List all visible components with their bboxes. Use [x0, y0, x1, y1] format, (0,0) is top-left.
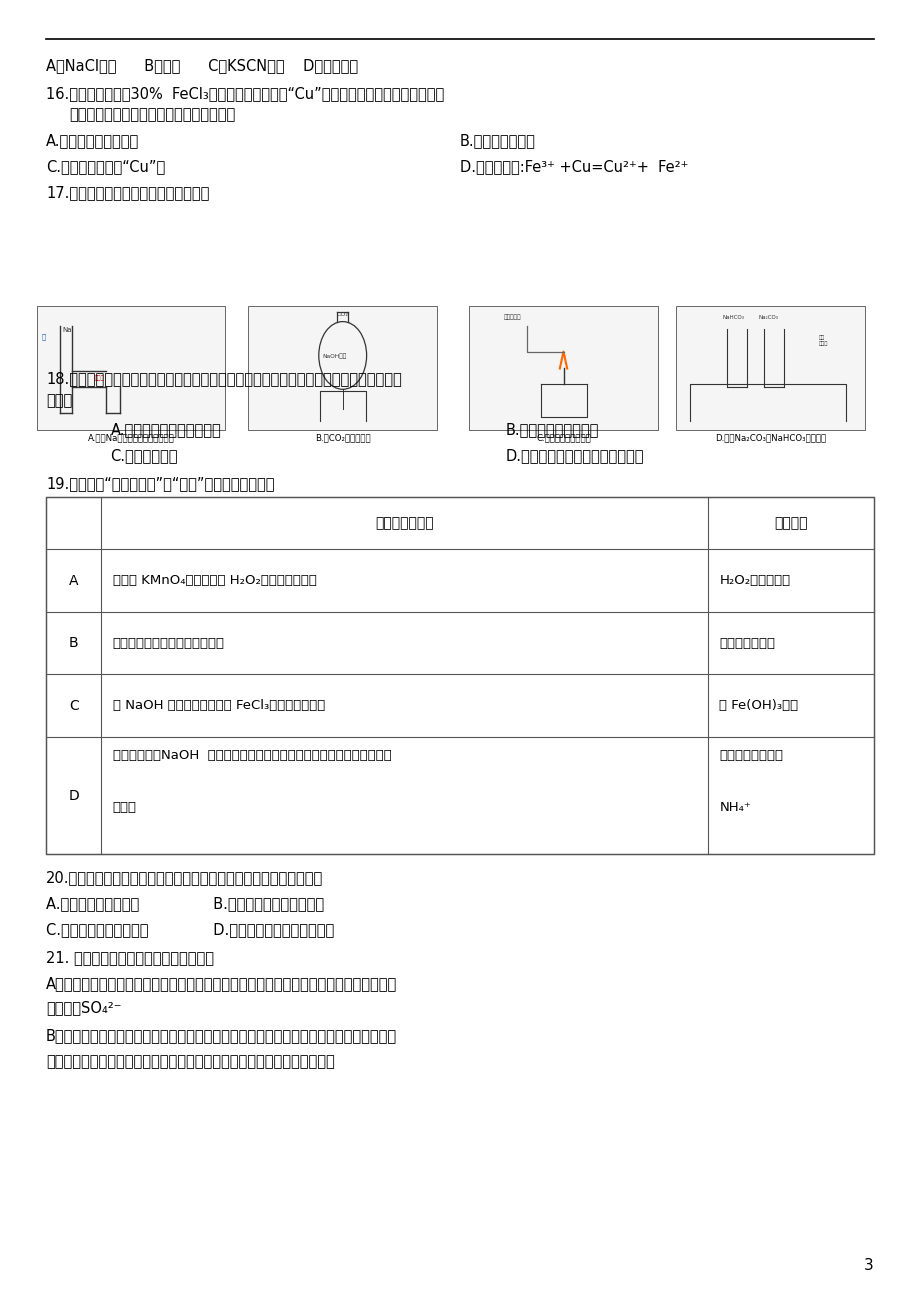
Text: B.盐酸和碳酸氢钔溶液: B.盐酸和碳酸氢钔溶液 — [505, 422, 598, 437]
Text: 18.下列反应中，反应条件、加液顺序、反应物用量或浓度等改变时，反应产物均不发生变: 18.下列反应中，反应条件、加液顺序、反应物用量或浓度等改变时，反应产物均不发生… — [46, 371, 402, 387]
Text: 氯气具有漂白性: 氯气具有漂白性 — [719, 637, 775, 650]
Text: Na: Na — [62, 327, 72, 333]
Bar — [46, 497, 873, 854]
Text: 实验操作及现象: 实验操作及现象 — [375, 517, 434, 530]
Text: H₂O₂具有氧化性: H₂O₂具有氧化性 — [719, 574, 789, 587]
Text: NaOH溶液: NaOH溶液 — [322, 353, 346, 359]
Text: 光洁的铁丝: 光洁的铁丝 — [504, 314, 521, 320]
Text: B: B — [69, 637, 78, 650]
Text: C.氧化铁中混有二氧化硅              D.氯化亚铁溶液中混有氯化铜: C.氧化铁中混有二氧化硅 D.氯化亚铁溶液中混有氯化铜 — [46, 922, 334, 937]
Text: 将 NaOH 浓溶液滴加到饱和 FeCl₃溶液中呢红褐色: 将 NaOH 浓溶液滴加到饱和 FeCl₃溶液中呢红褐色 — [112, 699, 324, 712]
Text: 3: 3 — [863, 1258, 873, 1273]
Text: Na₂CO₃: Na₂CO₃ — [758, 315, 778, 320]
Text: B.铜片无任何变化: B.铜片无任何变化 — [460, 133, 535, 148]
Bar — [675, 306, 864, 430]
Text: 向酸性 KMnO₄溶液中滴加 H₂O₂溶液，紫色消失: 向酸性 KMnO₄溶液中滴加 H₂O₂溶液，紫色消失 — [112, 574, 316, 587]
Text: B．观察钙元素焰色反应的操作是：将钓丝放在稀盐酸中洗涤后灰烧至无色，然后再用钓丝: B．观察钙元素焰色反应的操作是：将钓丝放在稀盐酸中洗涤后灰烧至无色，然后再用钓丝 — [46, 1029, 397, 1044]
Text: D.比较Na₂CO₃、NaHCO₃的稳定性: D.比较Na₂CO₃、NaHCO₃的稳定性 — [714, 434, 825, 443]
Text: A.烧杯中的溶液呇黄色: A.烧杯中的溶液呇黄色 — [46, 133, 139, 148]
Text: 色气体: 色气体 — [112, 801, 136, 814]
Text: CO₂: CO₂ — [336, 312, 348, 318]
Bar — [469, 306, 657, 430]
Bar — [37, 306, 225, 430]
Text: C.铜与硒酸反应: C.铜与硒酸反应 — [110, 448, 177, 464]
Text: 水: 水 — [41, 333, 46, 340]
Bar — [248, 306, 437, 430]
Text: 17.下列实验装置不能达到实验目的的是: 17.下列实验装置不能达到实验目的的是 — [46, 185, 210, 201]
Text: 20.下列各组混合物，使用氢氧化钔溶液和盐酸两种试剂不能分离的是: 20.下列各组混合物，使用氢氧化钔溶液和盐酸两种试剂不能分离的是 — [46, 870, 323, 885]
Text: B.用CO₂做喷泉实验: B.用CO₂做喷泉实验 — [314, 434, 370, 443]
Text: 上的溶被冲到小烧杯中，下列说法正确的是: 上的溶被冲到小烧杯中，下列说法正确的是 — [69, 107, 235, 122]
Text: A.氧化镁中混有氧化铝                B.氯化铝溶液中混有氯化铁: A.氧化镁中混有氧化铝 B.氯化铝溶液中混有氯化铁 — [46, 896, 323, 911]
Text: 19.下列实验“操作和现象”与“结论”对应关系正确的是: 19.下列实验“操作和现象”与“结论”对应关系正确的是 — [46, 477, 274, 492]
Text: A、NaCl溶液      B、铁片      C、KSCN溶液    D、石蕊试液: A、NaCl溶液 B、铁片 C、KSCN溶液 D、石蕊试液 — [46, 59, 357, 74]
Text: 蒈取固体氯化钙，置于煎气灯的外焰上进行炀烧，透过蓝色靴玻璃进行观察: 蒈取固体氯化钙，置于煎气灯的外焰上进行炀烧，透过蓝色靴玻璃进行观察 — [46, 1055, 335, 1070]
Text: 向某溶液加入NaOH  并微热，产生能够使湿润的红色，石蕊试纸变蓝的无: 向某溶液加入NaOH 并微热，产生能够使湿润的红色，石蕊试纸变蓝的无 — [112, 749, 391, 762]
Text: 氯气通入品红溶液中，溶液褮色: 氯气通入品红溶液中，溶液褮色 — [112, 637, 224, 650]
Text: 实验结论: 实验结论 — [774, 517, 807, 530]
Text: A．向待测液中加入氯化钒溶液，有白色沉淠生成，再加稀硒酸，沉淠不消失，则待测液中: A．向待测液中加入氯化钒溶液，有白色沉淠生成，再加稀硒酸，沉淠不消失，则待测液中 — [46, 976, 397, 992]
Text: NaHCO₃: NaHCO₃ — [721, 315, 743, 320]
Text: C.观察纯砖的焰色反应: C.观察纯砖的焰色反应 — [536, 434, 590, 443]
Text: 澄清
石灰水: 澄清 石灰水 — [818, 335, 827, 346]
Text: D.氯化铝溶液和氢氧化钔溶液反应: D.氯化铝溶液和氢氧化钔溶液反应 — [505, 448, 644, 464]
Text: 制 Fe(OH)₃胶体: 制 Fe(OH)₃胶体 — [719, 699, 798, 712]
Text: C.铜片上有凹陷的“Cu”字: C.铜片上有凹陷的“Cu”字 — [46, 159, 165, 174]
Text: A: A — [69, 574, 78, 587]
Text: 该溶液中一定含有: 该溶液中一定含有 — [719, 749, 783, 762]
Text: 化的是: 化的是 — [46, 393, 73, 409]
Text: 一定含有SO₄²⁻: 一定含有SO₄²⁻ — [46, 1000, 121, 1016]
Text: A.验识Na和水反应是否为放热反应: A.验识Na和水反应是否为放热反应 — [87, 434, 175, 443]
Text: D.发生了反应:Fe³⁺ +Cu=Cu²⁺+  Fe²⁺: D.发生了反应:Fe³⁺ +Cu=Cu²⁺+ Fe²⁺ — [460, 159, 687, 174]
Text: 16.用毛笔蒈取少量30%  FeCl₃溶液在铜片上写一个“Cu”字，放置片刻，用少量水将铜片: 16.用毛笔蒈取少量30% FeCl₃溶液在铜片上写一个“Cu”字，放置片刻，用… — [46, 86, 444, 102]
Text: NH₄⁺: NH₄⁺ — [719, 801, 751, 814]
Text: A.氢氧化钔与二氧化碳反应: A.氢氧化钔与二氧化碳反应 — [110, 422, 221, 437]
Text: C: C — [69, 699, 78, 712]
Text: 21. 下列关于物质的检验说法不正确的是: 21. 下列关于物质的检验说法不正确的是 — [46, 950, 214, 966]
Text: 红墨水: 红墨水 — [95, 375, 105, 381]
Text: D: D — [68, 789, 79, 802]
